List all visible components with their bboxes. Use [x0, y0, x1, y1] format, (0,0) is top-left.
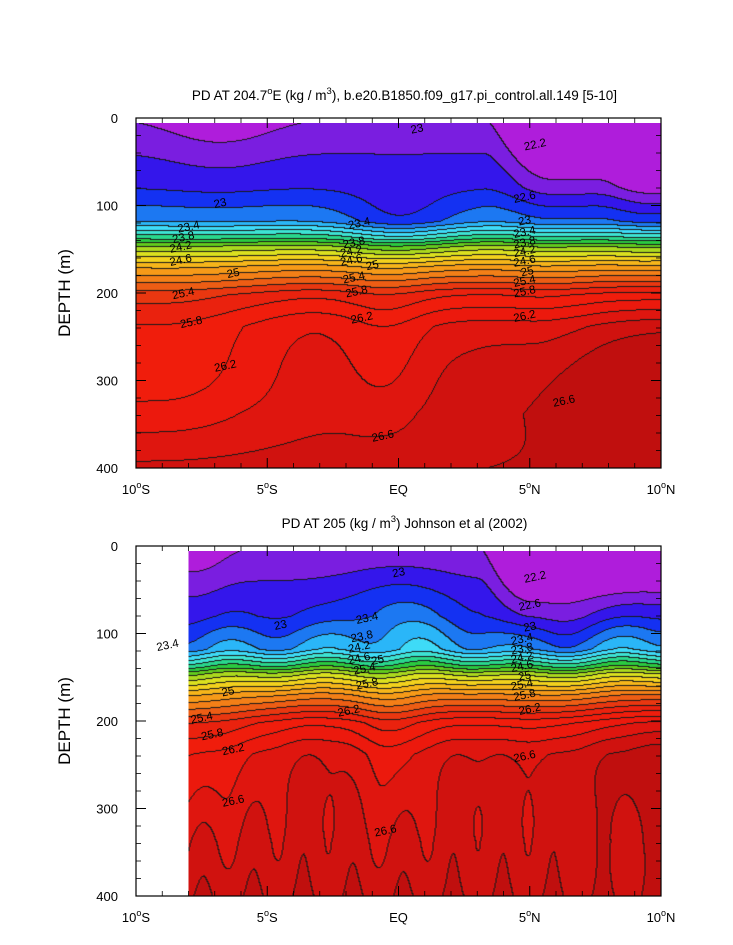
- y-tick-label: 100: [96, 199, 118, 214]
- contour-label: 25: [517, 669, 532, 683]
- y-axis-label: DEPTH (m): [55, 249, 74, 337]
- contour-label: 25.4: [342, 270, 367, 287]
- chart-title: PD AT 204.7oE (kg / m3), b.e20.B1850.f09…: [192, 86, 617, 103]
- contour-label: 25.8: [355, 676, 379, 692]
- x-tick-label: 5oN: [519, 908, 541, 925]
- contour-label: 24.6: [347, 651, 371, 667]
- contour-label: 23: [273, 619, 288, 633]
- contour-label: 25.8: [513, 284, 537, 300]
- x-tick-label: 5oN: [519, 480, 541, 497]
- contour-label: 25.4: [171, 286, 196, 303]
- contour-label: 24.6: [513, 253, 537, 269]
- contour-label: 25: [365, 259, 380, 273]
- contour-label: 24.2: [169, 239, 193, 255]
- contour-label: 24.2: [510, 650, 534, 666]
- y-tick-label: 200: [96, 714, 118, 729]
- contour-label: 23.4: [177, 219, 202, 236]
- contour-label: 26.2: [213, 358, 237, 374]
- contour-label: 25: [370, 654, 385, 668]
- contour-label: 23.4: [347, 216, 372, 233]
- contour-label: 23.4: [513, 224, 538, 241]
- contour-label: 23: [522, 620, 537, 634]
- y-tick-label: 0: [111, 539, 118, 554]
- x-tick-label: 10oN: [647, 480, 676, 497]
- x-tick-label: EQ: [389, 910, 408, 925]
- contour-label: 22.2: [523, 137, 547, 153]
- contour-label: 23.4: [355, 610, 380, 627]
- contour-label: 23.8: [350, 629, 374, 645]
- contour-label: 26.6: [552, 393, 576, 409]
- y-tick-label: 200: [96, 286, 118, 301]
- contour-label: 23.4: [156, 638, 181, 655]
- contour-label: 26.2: [337, 703, 361, 719]
- contour-label: 25.8: [513, 688, 537, 704]
- y-axis-label: DEPTH (m): [55, 677, 74, 765]
- contour-label: 25.4: [352, 661, 377, 678]
- contour-label: 22.6: [518, 597, 542, 613]
- contour-label: 23.4: [510, 631, 535, 648]
- contour-label: 25.8: [179, 315, 203, 331]
- contour-label: 25.8: [345, 284, 369, 300]
- contour-label: 25.4: [510, 677, 535, 694]
- density-contour-field: [136, 123, 661, 468]
- x-tick-label: 10oN: [647, 908, 676, 925]
- contour-label: 26.6: [221, 793, 245, 809]
- contour-label: 25.8: [200, 727, 224, 743]
- contour-label: 25: [226, 267, 241, 281]
- contour-label: 23: [391, 566, 406, 580]
- panel-johnson-contour: 0 100 200 300 400 10oS 5oS EQ 5oN 10oN DEPTH (m) PD…: [55, 514, 675, 925]
- panel-model-contour: 0 100 200 300 400 10oS 5oS EQ 5oN 10oN DEPTH (m) PD…: [55, 86, 675, 497]
- density-contour-field: [188, 551, 662, 896]
- y-tick-label: 100: [96, 627, 118, 642]
- contour-label: 24.2: [347, 639, 371, 655]
- x-tick-label: 10oS: [122, 908, 150, 925]
- chart-title: PD AT 205 (kg / m3) Johnson et al (2002): [282, 514, 528, 531]
- y-tick-label: 300: [96, 374, 118, 389]
- contour-label: 26.6: [513, 749, 537, 765]
- contour-label: 24.2: [339, 244, 363, 260]
- contour-label: 23.8: [171, 230, 195, 246]
- contour-label: 23: [213, 197, 228, 211]
- contour-label: 26.6: [373, 823, 397, 839]
- y-tick-label: 0: [111, 111, 118, 126]
- contour-label: 26.2: [513, 309, 537, 325]
- contour-label: 23: [410, 122, 425, 136]
- contour-label: 25: [520, 265, 535, 279]
- y-tick-label: 400: [96, 461, 118, 476]
- x-tick-label: 10oS: [122, 480, 150, 497]
- contour-label: 26.2: [518, 702, 542, 718]
- contour-label: 23.8: [510, 641, 534, 657]
- contour-label: 26.2: [350, 310, 374, 326]
- contour-label: 24.6: [510, 659, 534, 675]
- contour-label: 22.6: [513, 190, 537, 206]
- x-tick-label: 5oS: [257, 480, 278, 497]
- contour-label: 22.2: [523, 569, 547, 585]
- contour-label: 23.8: [513, 235, 537, 251]
- contour-label: 25.4: [190, 710, 215, 727]
- contour-label: 25: [221, 685, 236, 699]
- contour-label: 26.2: [221, 742, 245, 758]
- contour-label: 24.2: [513, 244, 537, 260]
- y-tick-label: 400: [96, 889, 118, 904]
- contour-label: 24.6: [339, 253, 363, 269]
- y-tick-label: 300: [96, 802, 118, 817]
- x-tick-label: EQ: [389, 482, 408, 497]
- contour-label: 23: [517, 214, 532, 228]
- contour-label: 25.4: [513, 273, 538, 290]
- x-tick-label: 5oS: [257, 908, 278, 925]
- contour-label: 24.6: [169, 253, 193, 269]
- contour-label: 23.8: [342, 235, 366, 251]
- contour-label: 26.6: [371, 428, 395, 444]
